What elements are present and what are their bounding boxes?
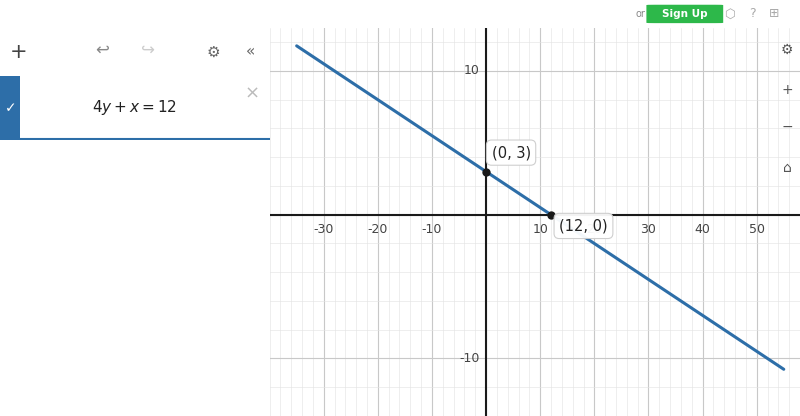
Text: −: −	[782, 120, 793, 134]
Text: 10: 10	[532, 223, 548, 236]
Text: -10: -10	[459, 352, 479, 365]
Text: (0, 3): (0, 3)	[491, 145, 530, 160]
Text: ⊞: ⊞	[769, 7, 780, 20]
Text: ↪: ↪	[142, 40, 155, 58]
FancyBboxPatch shape	[0, 76, 20, 140]
Text: +: +	[10, 42, 28, 62]
Text: -30: -30	[314, 223, 334, 236]
Text: desmos: desmos	[495, 5, 574, 23]
Text: «: «	[246, 44, 255, 59]
Text: or: or	[635, 9, 645, 19]
Text: ⚙: ⚙	[781, 43, 794, 57]
Text: ✓: ✓	[5, 101, 16, 115]
Text: $4y + x = 12$: $4y + x = 12$	[92, 99, 178, 117]
FancyBboxPatch shape	[646, 5, 723, 23]
Text: -20: -20	[368, 223, 388, 236]
Text: 30: 30	[641, 223, 656, 236]
Text: 40: 40	[694, 223, 710, 236]
Text: ⬡: ⬡	[724, 7, 735, 20]
Text: (12, 0): (12, 0)	[559, 218, 608, 233]
Text: ×: ×	[245, 85, 260, 103]
Text: +: +	[782, 83, 793, 97]
Text: 20: 20	[586, 223, 602, 236]
Text: ⚙: ⚙	[206, 44, 220, 59]
Text: -10: -10	[422, 223, 442, 236]
Text: 10: 10	[464, 64, 479, 77]
Text: ?: ?	[749, 7, 755, 20]
Text: ↩: ↩	[95, 40, 110, 58]
Text: ⌂: ⌂	[783, 161, 791, 175]
Text: Log In: Log In	[588, 9, 620, 19]
Text: Untitled Graph: Untitled Graph	[24, 7, 111, 20]
Text: 50: 50	[749, 223, 765, 236]
Text: Sign Up: Sign Up	[662, 9, 708, 19]
